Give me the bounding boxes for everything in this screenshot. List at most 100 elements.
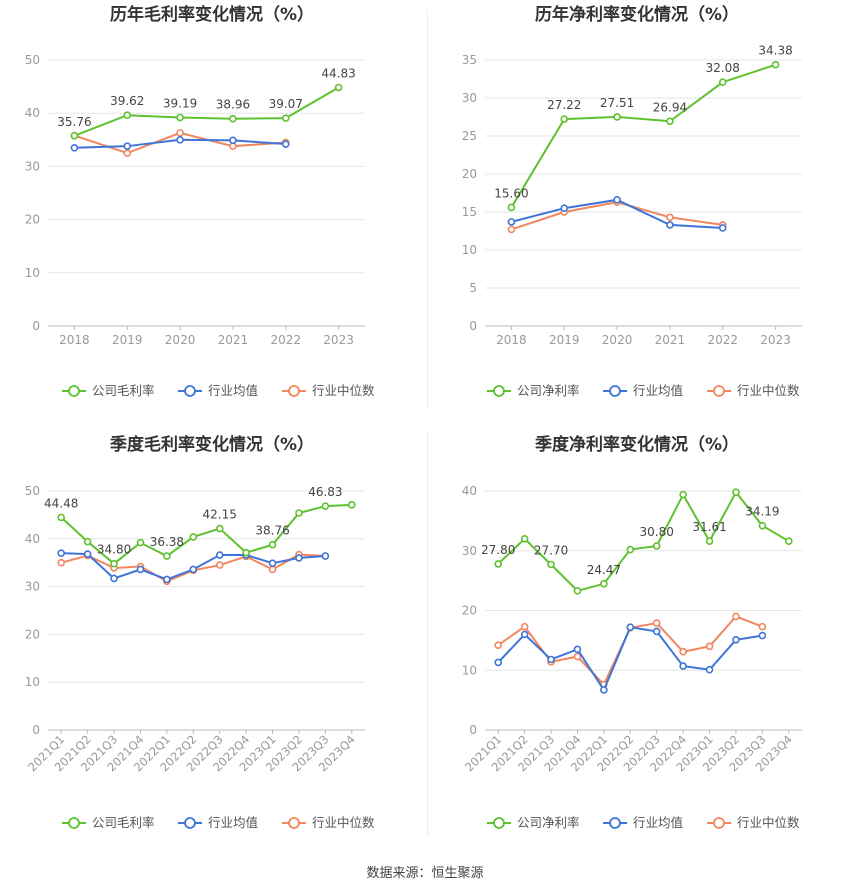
data-label: 44.48 — [44, 496, 78, 510]
data-point-company — [600, 579, 608, 588]
data-label: 36.38 — [150, 535, 184, 549]
data-point-avg — [136, 565, 145, 574]
legend-label-company: 公司毛利率 — [92, 383, 155, 398]
quarterly-net-margin-chart: 季度净利率变化情况（%） 0 10 20 30 40 2021Q1 2021Q2 2021Q3 2… — [425, 430, 850, 860]
legend-label-median: 行业中位数 — [312, 815, 375, 830]
legend-marker-median — [713, 385, 725, 397]
data-label: 39.07 — [269, 97, 303, 111]
data-point-median — [705, 642, 714, 651]
data-point-company — [626, 545, 635, 554]
data-point-company — [758, 521, 767, 530]
data-point-avg — [652, 627, 661, 636]
data-point-company — [229, 114, 237, 123]
data-point-company — [176, 113, 184, 122]
y-tick-label: 40 — [462, 484, 477, 498]
data-point-avg — [679, 662, 687, 670]
annual-gross-margin-chart: 历年毛利率变化情况（%） 0 10 20 30 40 50 2018 2019 2020 2021 2… — [0, 0, 425, 430]
data-point-company — [573, 586, 582, 595]
data-point-company — [321, 502, 330, 510]
annual-net-margin-svg: 历年净利率变化情况（%） 0 5 10 15 20 25 30 35 2018 2019 2020 20… — [462, 4, 802, 398]
data-point-company — [347, 501, 356, 509]
legend-label-company: 公司净利率 — [517, 815, 580, 830]
data-point-company — [560, 115, 569, 123]
x-tick-label: 2022 — [707, 333, 738, 347]
legend-marker-company — [493, 817, 505, 829]
data-point-median — [507, 225, 516, 234]
data-point-company — [507, 203, 516, 212]
data-point-company — [123, 111, 132, 120]
data-point-company — [70, 131, 79, 140]
chart-title: 历年净利率变化情况（%） — [535, 4, 739, 25]
data-label: 44.83 — [321, 67, 355, 81]
vertical-divider-top — [427, 10, 428, 408]
y-tick-label: 5 — [469, 281, 477, 295]
y-tick-label: 25 — [462, 129, 477, 143]
data-label: 39.19 — [163, 97, 197, 111]
legend-label-median: 行业中位数 — [312, 383, 375, 398]
y-tick-label: 20 — [25, 213, 40, 227]
y-tick-label: 30 — [462, 91, 477, 105]
x-tick-label: 2021 — [218, 333, 249, 347]
x-tick-label: 2020 — [165, 333, 196, 347]
data-point-company — [295, 509, 303, 517]
x-tick-label: 2023 — [760, 333, 791, 347]
chart-title: 季度净利率变化情况（%） — [535, 434, 739, 455]
legend-label-avg: 行业均值 — [633, 383, 683, 398]
data-label: 30.80 — [640, 525, 674, 539]
data-point-company — [242, 548, 250, 557]
y-tick-label: 15 — [462, 205, 477, 219]
y-tick-label: 30 — [462, 544, 477, 558]
legend-marker-company — [68, 817, 80, 829]
data-point-avg — [189, 565, 198, 574]
data-label: 38.96 — [216, 98, 250, 112]
y-tick-label: 40 — [25, 532, 40, 546]
y-tick-label: 50 — [25, 484, 40, 498]
data-source-note: 数据来源：恒生聚源 — [366, 866, 484, 881]
data-label: 27.80 — [481, 543, 515, 557]
data-point-avg — [705, 665, 714, 674]
data-point-median — [732, 612, 740, 621]
data-label: 42.15 — [203, 508, 237, 522]
data-label: 27.22 — [547, 98, 581, 112]
data-point-median — [123, 149, 132, 157]
legend-label-avg: 行业均值 — [208, 383, 258, 398]
data-label: 34.19 — [745, 505, 779, 519]
data-point-avg — [573, 645, 582, 654]
data-point-company — [732, 488, 740, 496]
data-point-median — [268, 565, 277, 574]
y-tick-label: 0 — [469, 319, 477, 333]
data-label: 31.61 — [692, 520, 726, 534]
data-label: 24.47 — [587, 563, 621, 577]
data-point-median — [215, 561, 224, 569]
x-tick-label: 2018 — [59, 333, 90, 347]
legend-marker-avg — [609, 385, 621, 397]
data-point-avg — [613, 196, 621, 204]
data-point-avg — [732, 635, 740, 644]
y-tick-label: 0 — [469, 723, 477, 737]
data-point-avg — [281, 140, 290, 148]
legend-marker-avg — [609, 817, 621, 829]
y-tick-label: 10 — [25, 675, 40, 689]
data-point-median — [679, 647, 687, 656]
data-point-company — [771, 60, 780, 69]
data-point-company — [281, 114, 290, 122]
data-point-avg — [560, 204, 569, 212]
chart-title: 季度毛利率变化情况（%） — [110, 434, 314, 455]
data-point-avg — [163, 575, 171, 584]
data-point-avg — [547, 655, 555, 664]
quarterly-gross-margin-svg: 季度毛利率变化情况（%）010203040502021Q12021Q22021Q… — [25, 434, 375, 830]
data-point-avg — [83, 550, 92, 558]
legend-label-company: 公司净利率 — [517, 383, 580, 398]
data-point-company — [268, 540, 277, 549]
data-point-company — [189, 533, 198, 541]
data-point-avg — [507, 218, 516, 226]
series-line-company — [60, 503, 352, 565]
y-tick-label: 20 — [462, 604, 477, 618]
legend-label-avg: 行业均值 — [633, 815, 683, 830]
data-point-avg — [321, 552, 330, 560]
data-point-company — [494, 560, 503, 568]
data-point-avg — [70, 143, 79, 152]
data-point-avg — [626, 623, 635, 632]
data-point-median — [520, 622, 529, 631]
data-point-company — [334, 83, 343, 92]
